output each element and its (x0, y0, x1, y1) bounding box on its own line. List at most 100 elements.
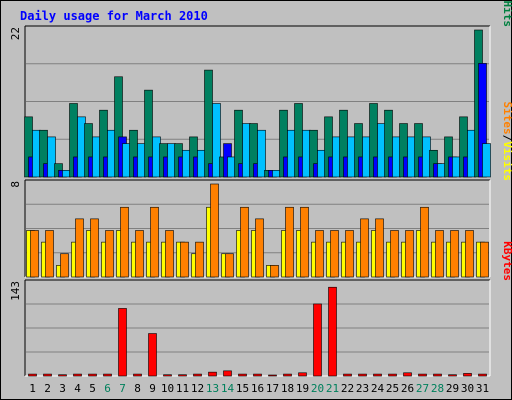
bar-sites-day-28 (435, 230, 444, 278)
day-label: 21 (326, 382, 339, 395)
bar-kbytes-day-15 (238, 373, 247, 377)
day-label: 2 (44, 382, 51, 395)
day-label: 5 (89, 382, 96, 395)
bar-sites-day-23 (360, 218, 369, 278)
day-label: 6 (104, 382, 111, 395)
bar-kbytes-day-9 (148, 333, 157, 377)
panel-visits-sites: 8 Sites/Visits (9, 102, 512, 278)
day-label: 28 (431, 382, 444, 395)
legend-entry: KBytes (501, 241, 512, 281)
bar-pages-day-16 (257, 129, 266, 178)
bar-kbytes-day-6 (103, 373, 112, 377)
bar-sites-day-16 (255, 218, 264, 278)
day-label: 4 (74, 382, 81, 395)
day-label: 15 (236, 382, 249, 395)
bar-sites-day-13 (210, 183, 219, 278)
bar-kbytes-day-16 (253, 373, 262, 377)
bar-kbytes-day-5 (88, 373, 97, 377)
bar-sites-day-25 (390, 230, 399, 278)
legend: Sites/Visits (501, 102, 512, 182)
bar-kbytes-day-18 (283, 373, 292, 377)
legend-entry: / (501, 0, 512, 1)
bar-kbytes-day-13 (208, 371, 217, 377)
day-label: 8 (134, 382, 141, 395)
bar-kbytes-day-31 (478, 373, 487, 377)
panel-hits-files-pages: 22 Pages/Files/Hits (9, 0, 512, 178)
bar-kbytes-day-30 (463, 373, 472, 377)
bar-sites-day-24 (375, 218, 384, 278)
day-label: 24 (371, 382, 385, 395)
bar-kbytes-day-29 (448, 374, 457, 377)
y-max-label: 8 (9, 181, 22, 188)
bar-kbytes-day-7 (118, 308, 127, 377)
day-label: 16 (251, 382, 264, 395)
bar-kbytes-day-14 (223, 370, 232, 377)
day-label: 30 (461, 382, 474, 395)
bar-sites-day-19 (300, 206, 309, 278)
day-label: 17 (266, 382, 279, 395)
day-label: 18 (281, 382, 294, 395)
bar-sites-day-29 (450, 230, 459, 278)
legend-entry: Hits (501, 1, 512, 28)
day-label: 3 (59, 382, 66, 395)
bar-sites-day-12 (195, 241, 204, 278)
bar-sites-day-2 (45, 230, 54, 278)
bar-sites-day-20 (315, 230, 324, 278)
bar-hits-day-13 (204, 69, 213, 178)
bar-sites-day-4 (75, 218, 84, 278)
bar-sites-day-11 (180, 241, 189, 278)
day-label: 27 (416, 382, 429, 395)
bar-kbytes-day-8 (133, 373, 142, 377)
bar-pages-day-2 (47, 136, 56, 178)
bar-kbytes-day-27 (418, 373, 427, 377)
bar-kbytes-day-3 (58, 374, 67, 377)
panel-kbytes: 143 KBytes (9, 241, 512, 377)
bar-sites-day-10 (165, 230, 174, 278)
legend: Pages/Files/Hits (501, 0, 512, 27)
bar-sites-day-5 (90, 218, 99, 278)
day-label: 26 (401, 382, 414, 395)
bar-kbytes-day-17 (268, 374, 277, 377)
day-label: 13 (206, 382, 219, 395)
bar-kbytes-day-12 (193, 373, 202, 377)
bar-sites-day-7 (120, 206, 129, 278)
legend-entry: Visits (501, 141, 512, 181)
bar-sites-day-22 (345, 230, 354, 278)
day-label: 25 (386, 382, 399, 395)
bar-kbytes-day-4 (73, 373, 82, 377)
bar-kbytes-day-11 (178, 374, 187, 377)
legend: KBytes (501, 241, 512, 281)
bar-sites-day-17 (270, 265, 279, 278)
y-max-label: 143 (9, 281, 22, 301)
bar-kbytes-day-2 (43, 373, 52, 377)
day-label: 19 (296, 382, 309, 395)
bar-sites-day-9 (150, 206, 159, 278)
bar-sites-day-3 (60, 253, 69, 278)
bar-sites-day-30 (465, 230, 474, 278)
bar-pages-day-31 (482, 143, 491, 178)
bar-kbytes-day-23 (358, 373, 367, 377)
day-label: 9 (149, 382, 156, 395)
bar-kbytes-day-26 (403, 372, 412, 377)
bar-kbytes-day-19 (298, 372, 307, 377)
bar-sites-day-26 (405, 230, 414, 278)
day-label: 29 (446, 382, 459, 395)
day-label: 14 (221, 382, 235, 395)
bar-sites-day-31 (480, 241, 489, 278)
day-label: 12 (191, 382, 204, 395)
legend-entry: / (501, 135, 512, 142)
day-label: 10 (161, 382, 174, 395)
bar-sites-day-1 (30, 230, 39, 278)
day-label: 7 (119, 382, 126, 395)
bar-kbytes-day-24 (373, 373, 382, 377)
bar-kbytes-day-25 (388, 373, 397, 377)
day-label: 23 (356, 382, 369, 395)
bar-kbytes-day-28 (433, 373, 442, 377)
day-label: 11 (176, 382, 189, 395)
x-axis-day-labels: 1 2 3 4 5 6 7 8 9 10 11 12 13 14 15 16 17 18 19 20 21 22 23 24 2… (29, 382, 489, 395)
bar-kbytes-day-20 (313, 303, 322, 377)
legend-entry: Sites (501, 102, 512, 135)
bar-kbytes-day-22 (343, 373, 352, 377)
bar-kbytes-day-10 (163, 374, 172, 377)
